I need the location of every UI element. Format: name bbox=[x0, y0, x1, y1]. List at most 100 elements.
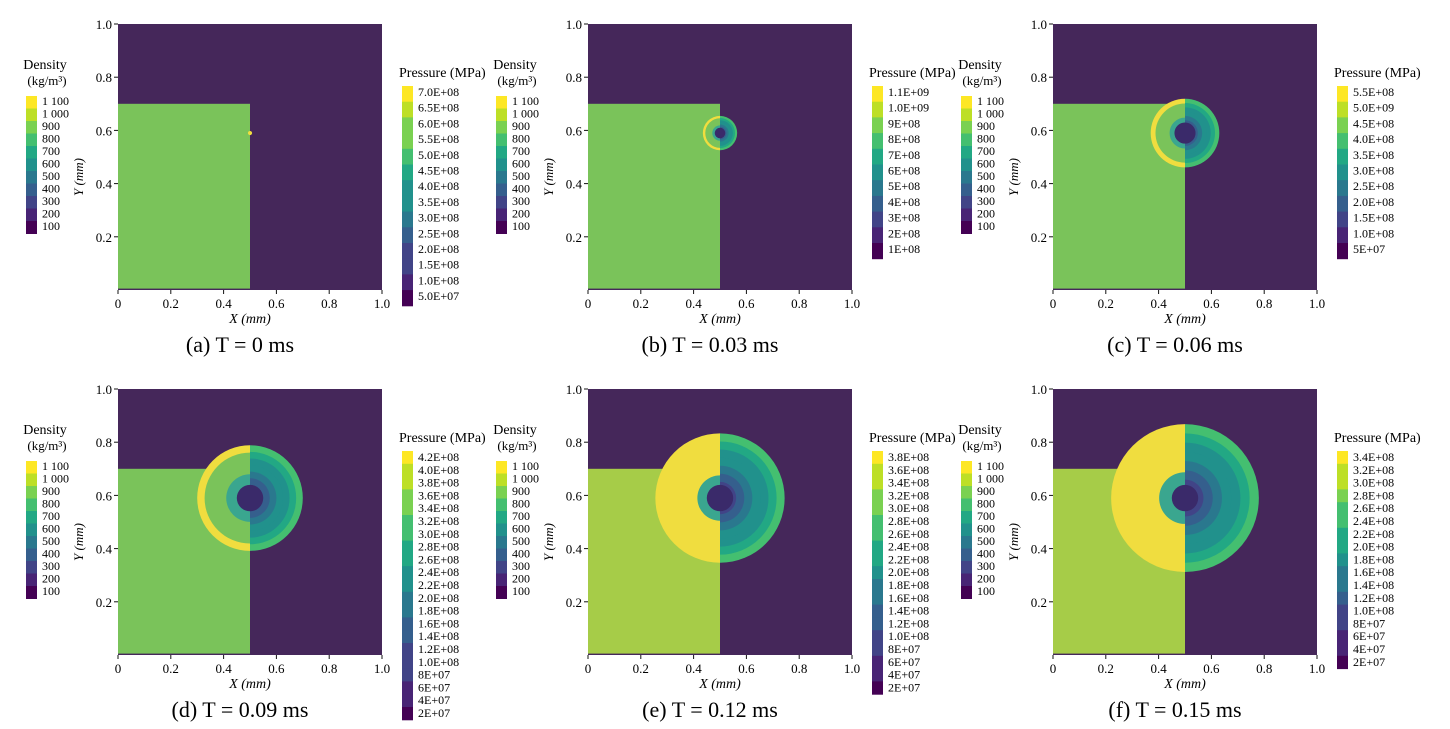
pressure-tick-label: 5.5E+08 bbox=[418, 132, 459, 146]
y-tick-label: 0.6 bbox=[96, 123, 113, 138]
pressure-tick-label: 1.0E+08 bbox=[1353, 604, 1394, 618]
pressure-swatch bbox=[402, 180, 413, 197]
pressure-swatch bbox=[402, 681, 413, 695]
pressure-tick-label: 4.2E+08 bbox=[418, 450, 459, 464]
density-legend-unit: (kg/m³) bbox=[962, 438, 1001, 453]
density-tick-label: 800 bbox=[512, 132, 530, 146]
pressure-tick-label: 1.0E+08 bbox=[418, 655, 459, 669]
x-tick-label: 0.2 bbox=[633, 296, 649, 311]
density-tick-label: 100 bbox=[977, 584, 995, 598]
density-swatch bbox=[496, 96, 507, 109]
pressure-swatch bbox=[402, 489, 413, 503]
pressure-tick-label: 1.2E+08 bbox=[418, 642, 459, 656]
density-tick-label: 700 bbox=[42, 144, 60, 158]
density-swatch bbox=[26, 221, 37, 234]
density-tick-label: 700 bbox=[977, 509, 995, 523]
pressure-swatch bbox=[1337, 86, 1348, 103]
density-tick-label: 600 bbox=[42, 157, 60, 171]
density-tick-label: 300 bbox=[42, 194, 60, 208]
pressure-swatch bbox=[872, 643, 883, 657]
y-tick-label: 0.2 bbox=[566, 595, 582, 610]
density-swatch bbox=[26, 573, 37, 587]
density-swatch bbox=[496, 158, 507, 172]
x-tick-label: 0 bbox=[115, 661, 122, 676]
pressure-tick-label: 2E+07 bbox=[418, 706, 450, 720]
x-tick-label: 0.8 bbox=[321, 296, 337, 311]
pressure-tick-label: 7.0E+08 bbox=[418, 85, 459, 99]
density-tick-label: 100 bbox=[977, 219, 995, 233]
density-swatch bbox=[961, 208, 972, 222]
x-tick-label: 0.2 bbox=[633, 661, 649, 676]
density-tick-label: 400 bbox=[977, 182, 995, 196]
pressure-tick-label: 3.0E+08 bbox=[888, 501, 929, 515]
density-tick-label: 100 bbox=[42, 584, 60, 598]
density-tick-label: 1 000 bbox=[977, 107, 1004, 121]
y-axis-label: Y (mm) bbox=[1006, 158, 1021, 196]
bubble bbox=[714, 127, 726, 139]
density-swatch bbox=[961, 158, 972, 172]
pressure-tick-label: 6E+07 bbox=[888, 655, 920, 669]
pressure-swatch bbox=[402, 164, 413, 181]
density-swatch bbox=[961, 461, 972, 474]
density-swatch bbox=[26, 108, 37, 122]
density-swatch bbox=[961, 196, 972, 209]
pressure-swatch bbox=[872, 591, 883, 606]
density-swatch bbox=[26, 486, 37, 499]
pressure-tick-label: 5.0E+09 bbox=[1353, 101, 1394, 115]
density-tick-label: 500 bbox=[512, 169, 530, 183]
pressure-tick-label: 6E+07 bbox=[1353, 629, 1385, 643]
y-tick-label: 0.2 bbox=[1031, 595, 1047, 610]
density-tick-label: 200 bbox=[512, 207, 530, 221]
pressure-swatch bbox=[1337, 655, 1348, 670]
density-swatch bbox=[496, 183, 507, 197]
pressure-swatch bbox=[402, 117, 413, 134]
y-tick-label: 1.0 bbox=[566, 17, 582, 32]
density-swatch bbox=[496, 221, 507, 234]
density-tick-label: 700 bbox=[42, 509, 60, 523]
density-legend-title: Density bbox=[23, 58, 67, 73]
pressure-swatch bbox=[872, 243, 883, 260]
pressure-swatch bbox=[1337, 211, 1348, 228]
density-tick-label: 700 bbox=[977, 144, 995, 158]
y-tick-label: 0.4 bbox=[1031, 542, 1048, 557]
pressure-swatch bbox=[1337, 566, 1348, 580]
pressure-tick-label: 8E+07 bbox=[418, 668, 450, 682]
pressure-tick-label: 1.0E+08 bbox=[1353, 226, 1394, 240]
density-tick-label: 800 bbox=[977, 497, 995, 511]
density-swatch bbox=[496, 548, 507, 562]
x-tick-label: 0.2 bbox=[1098, 296, 1114, 311]
pressure-tick-label: 1.4E+08 bbox=[1353, 578, 1394, 592]
density-legend-title: Density bbox=[958, 423, 1002, 438]
density-legend-unit: (kg/m³) bbox=[497, 438, 536, 453]
x-tick-label: 0 bbox=[585, 296, 592, 311]
pressure-swatch bbox=[872, 655, 883, 670]
pressure-tick-label: 2.0E+08 bbox=[418, 242, 459, 256]
pressure-swatch bbox=[872, 630, 883, 644]
density-legend-unit: (kg/m³) bbox=[27, 73, 66, 88]
y-axis-label: Y (mm) bbox=[71, 158, 86, 196]
x-tick-label: 1.0 bbox=[844, 296, 860, 311]
density-tick-label: 800 bbox=[977, 132, 995, 146]
pressure-tick-label: 3.0E+08 bbox=[418, 527, 459, 541]
density-tick-label: 1 000 bbox=[512, 107, 539, 121]
x-tick-label: 0.4 bbox=[685, 296, 702, 311]
y-tick-label: 0.8 bbox=[96, 435, 112, 450]
pressure-swatch bbox=[872, 180, 883, 197]
pressure-tick-label: 1.0E+08 bbox=[418, 273, 459, 287]
pressure-tick-label: 5E+07 bbox=[1353, 242, 1385, 256]
x-tick-label: 1.0 bbox=[374, 296, 390, 311]
pressure-tick-label: 3.4E+08 bbox=[888, 476, 929, 490]
density-swatch bbox=[961, 548, 972, 562]
pressure-tick-label: 2E+07 bbox=[1353, 655, 1385, 669]
pressure-tick-label: 1E+08 bbox=[888, 242, 920, 256]
y-tick-label: 0.6 bbox=[566, 123, 583, 138]
x-tick-label: 0.4 bbox=[215, 661, 232, 676]
density-swatch bbox=[961, 498, 972, 512]
density-swatch bbox=[496, 473, 507, 487]
x-tick-label: 0.6 bbox=[1203, 661, 1220, 676]
